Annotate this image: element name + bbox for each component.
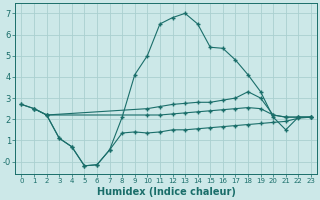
X-axis label: Humidex (Indice chaleur): Humidex (Indice chaleur)	[97, 187, 236, 197]
